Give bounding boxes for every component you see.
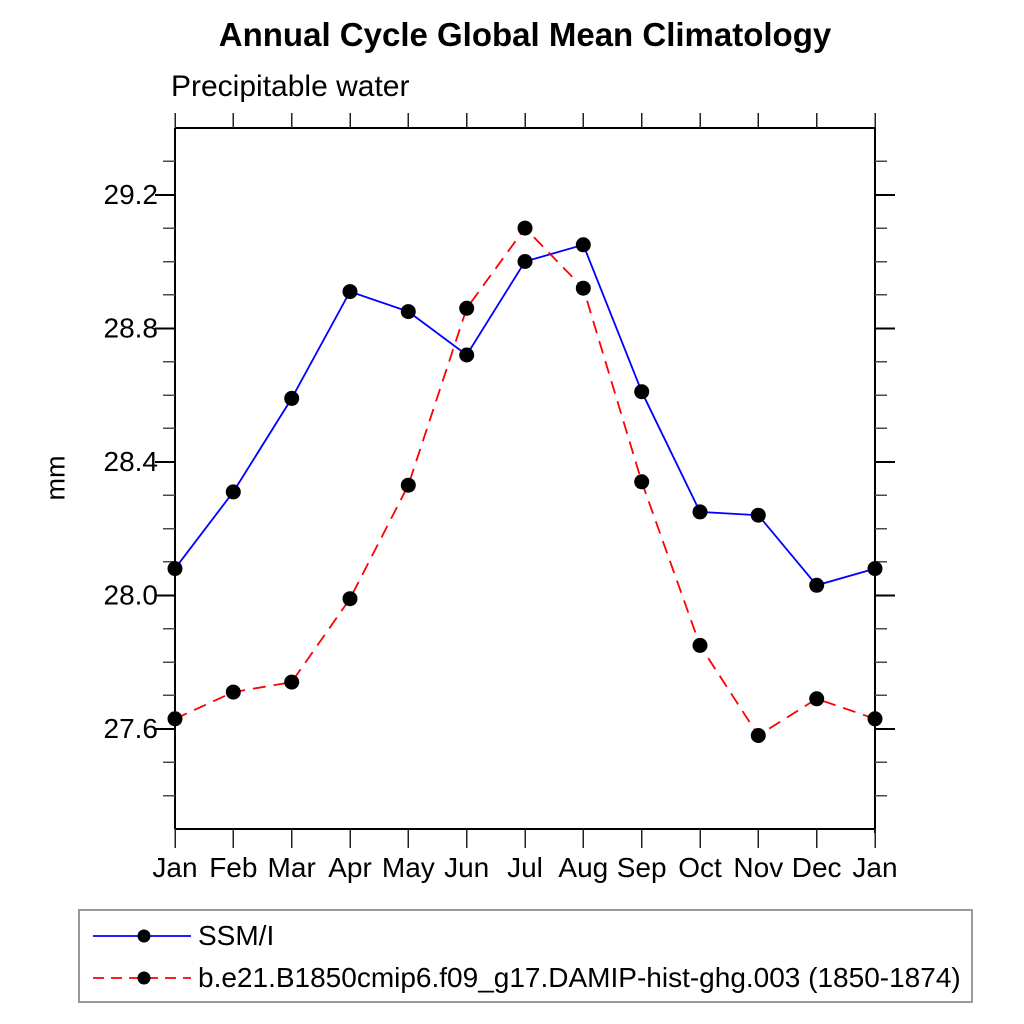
legend-box: SSM/I b.e21.B1850cmip6.f09_g17.DAMIP-his… [78,909,973,1003]
svg-text:Apr: Apr [328,852,372,883]
data-point [517,220,533,236]
svg-text:Aug: Aug [558,852,608,883]
svg-text:Sep: Sep [617,852,667,883]
data-point [167,711,183,727]
data-point [400,477,416,493]
data-point [284,390,300,406]
data-point [284,674,300,690]
y-axis-major-ticks [155,193,895,730]
data-point [167,561,183,577]
series-line-1 [174,226,876,737]
data-point [575,280,591,296]
svg-text:28.0: 28.0 [104,579,159,610]
data-point [867,711,883,727]
x-axis-tick-labels: Jan Feb Mar Apr May Jun Jul Aug Sep Oct Nov Dec Jan [152,852,897,883]
legend-line-solid-icon [93,929,191,943]
data-point [692,637,708,653]
svg-text:Jul: Jul [507,852,543,883]
series-line-0 [174,243,876,587]
series-markers [167,220,883,743]
x-axis-ticks [174,113,876,848]
svg-text:Mar: Mar [268,852,316,883]
y-axis-tick-labels: 27.6 28.0 28.4 28.8 29.2 [104,179,159,744]
legend-label-model: b.e21.B1850cmip6.f09_g17.DAMIP-hist-ghg.… [198,962,961,993]
svg-text:May: May [382,852,435,883]
data-point [867,561,883,577]
y-axis-minor-ticks [163,160,887,797]
data-point [750,728,766,743]
data-point [342,284,358,300]
legend-item-model: b.e21.B1850cmip6.f09_g17.DAMIP-hist-ghg.… [92,959,961,997]
chart-title: Annual Cycle Global Mean Climatology [218,16,832,53]
data-point [692,504,708,520]
data-point [634,474,650,490]
svg-text:28.4: 28.4 [104,446,159,477]
svg-text:Jan: Jan [152,852,197,883]
svg-text:27.6: 27.6 [104,713,159,744]
svg-text:29.2: 29.2 [104,179,159,210]
data-point [342,591,358,607]
legend-item-ssmi: SSM/I [92,917,274,955]
svg-text:Jun: Jun [444,852,489,883]
data-point [575,237,591,253]
svg-text:28.8: 28.8 [104,312,159,343]
data-point [400,304,416,320]
data-point [459,347,475,363]
data-point [750,507,766,523]
data-point [809,577,825,593]
data-point [459,300,475,316]
svg-text:Jan: Jan [852,852,897,883]
legend-line-dashed-icon [93,971,191,985]
svg-text:Dec: Dec [792,852,842,883]
data-point [225,684,241,700]
legend-label-ssmi: SSM/I [198,920,275,951]
data-point [809,691,825,707]
series-lines [174,226,876,737]
data-point [634,384,650,400]
data-point [225,484,241,500]
svg-text:Oct: Oct [678,852,722,883]
svg-text:Feb: Feb [209,852,257,883]
data-point [517,254,533,269]
chart-subtitle: Precipitable water [171,70,410,103]
svg-text:Nov: Nov [733,852,783,883]
